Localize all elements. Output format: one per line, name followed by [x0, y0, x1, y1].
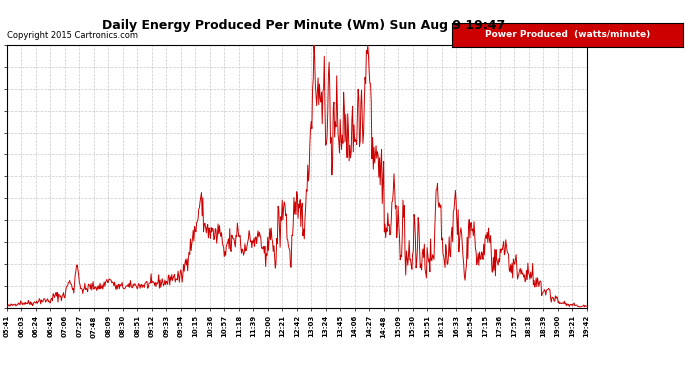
Text: Daily Energy Produced Per Minute (Wm) Sun Aug 9 19:47: Daily Energy Produced Per Minute (Wm) Su…	[102, 19, 505, 32]
Text: Power Produced  (watts/minute): Power Produced (watts/minute)	[485, 30, 650, 39]
Text: Copyright 2015 Cartronics.com: Copyright 2015 Cartronics.com	[7, 31, 138, 40]
